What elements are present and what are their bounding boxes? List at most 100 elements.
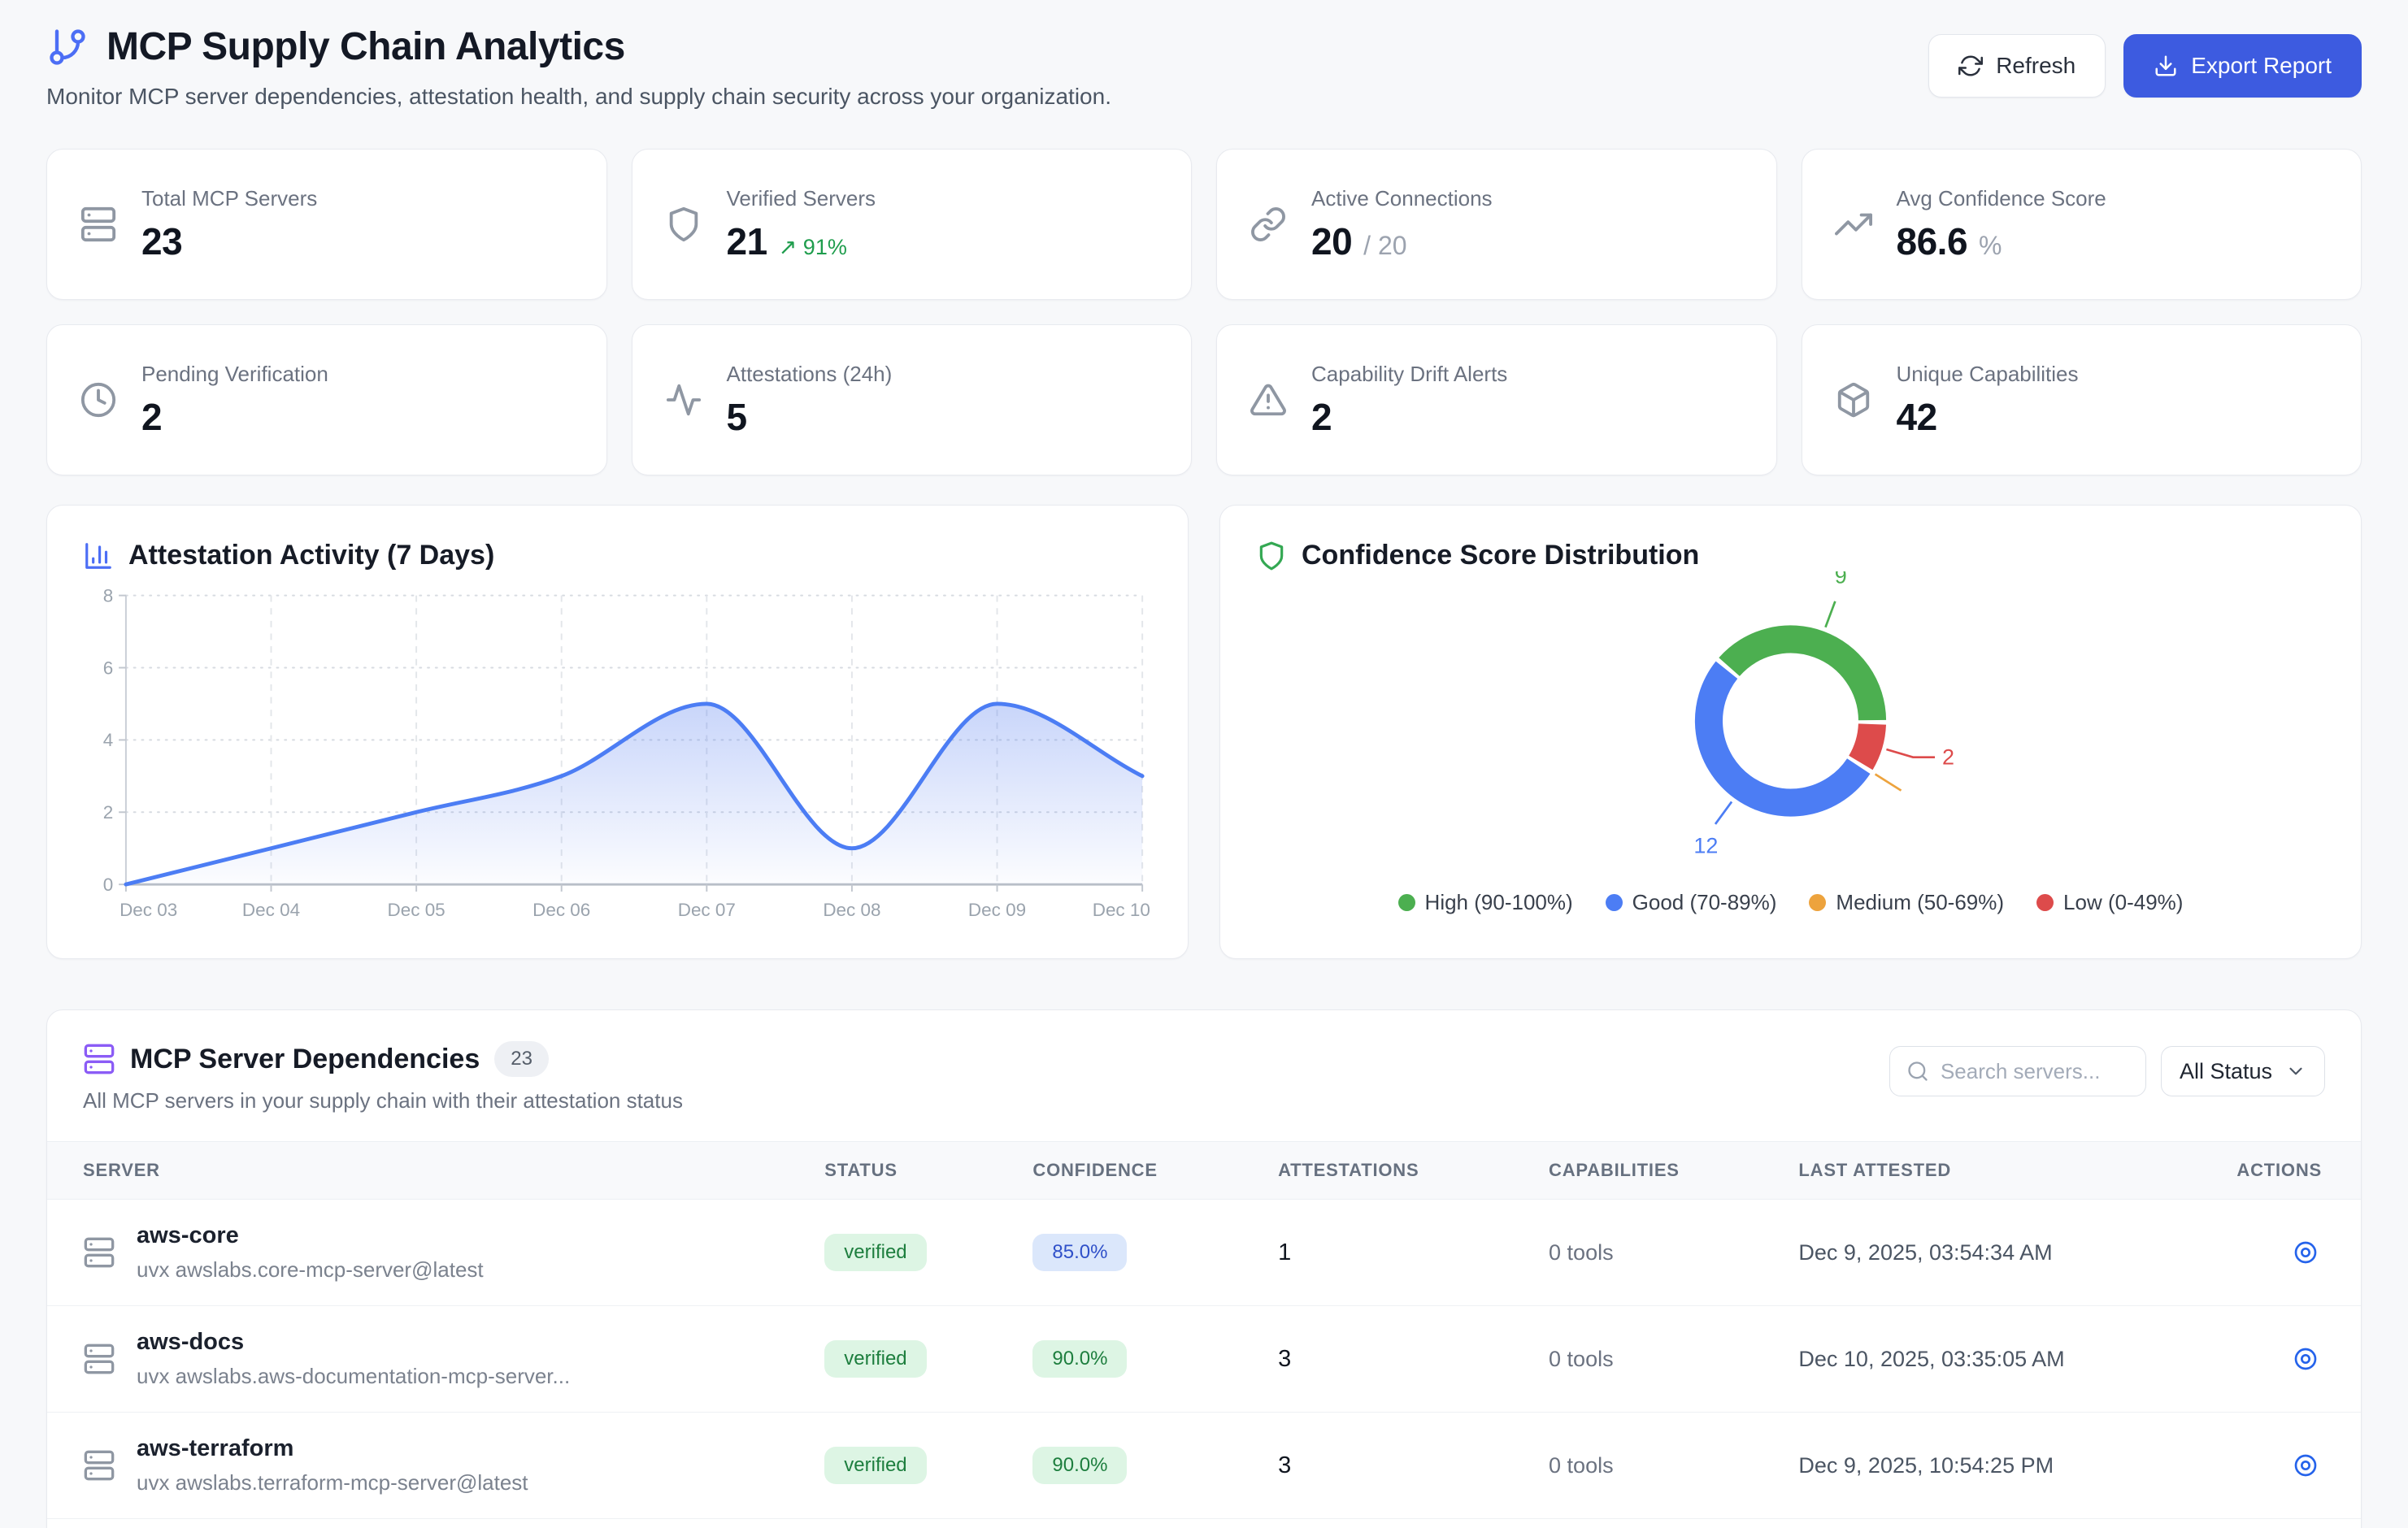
eye-icon: [2293, 1346, 2319, 1372]
legend-item-1[interactable]: Good (70-89%): [1605, 890, 1777, 915]
server-name: aws-terraform: [137, 1435, 294, 1461]
svg-text:Dec 09: Dec 09: [968, 900, 1026, 920]
attestations-count: 3: [1278, 1345, 1292, 1372]
col-server: SERVER: [47, 1141, 825, 1200]
view-details-button[interactable]: [2289, 1449, 2322, 1482]
col-last-attested: LAST ATTESTED: [1798, 1141, 2190, 1200]
server-icon: [83, 1043, 115, 1075]
legend-label: Medium (50-69%): [1836, 890, 2005, 914]
capabilities-count: 0 tools: [1549, 1346, 1614, 1371]
refresh-icon: [1958, 54, 1984, 78]
view-details-button[interactable]: [2289, 1236, 2322, 1269]
stat-value: 42: [1896, 395, 1938, 438]
donut-legend: High (90-100%) Good (70-89%) Medium (50-69…: [1256, 890, 2325, 915]
stat-value: 5: [726, 395, 748, 438]
svg-text:Dec 04: Dec 04: [242, 900, 300, 920]
stat-value: 21: [726, 219, 768, 263]
legend-item-3[interactable]: Low (0-49%): [2036, 890, 2183, 915]
stat-label: Verified Servers: [726, 185, 876, 211]
server-icon: [80, 206, 117, 243]
link-icon: [1250, 206, 1287, 243]
svg-text:Dec 05: Dec 05: [388, 900, 446, 920]
status-badge: verified: [824, 1234, 927, 1271]
clock-icon: [80, 381, 117, 419]
confidence-donut-chart: 9 2 12: [1693, 571, 1954, 858]
last-attested-date: Dec 9, 2025, 10:54:25 PM: [1798, 1452, 2054, 1478]
stat-value: 86.6: [1896, 219, 1968, 263]
server-icon: [83, 1449, 115, 1482]
stat-label: Pending Verification: [141, 361, 328, 386]
server-name: aws-docs: [137, 1329, 245, 1355]
table-subtitle: All MCP servers in your supply chain wit…: [83, 1088, 683, 1113]
legend-item-0[interactable]: High (90-100%): [1397, 890, 1573, 915]
stat-label: Unique Capabilities: [1896, 361, 2079, 386]
view-details-button[interactable]: [2289, 1343, 2322, 1375]
server-dependencies-table: SERVER STATUS CONFIDENCE ATTESTATIONS CA…: [47, 1141, 2361, 1528]
status-filter-value: All Status: [2179, 1058, 2272, 1083]
svg-text:6: 6: [103, 658, 114, 678]
eye-icon: [2293, 1452, 2319, 1478]
stat-label: Avg Confidence Score: [1896, 185, 2106, 211]
chevron-down-icon: [2285, 1061, 2306, 1082]
stat-value: 20: [1311, 219, 1353, 263]
server-count-badge: 23: [494, 1041, 549, 1077]
status-filter-select[interactable]: All Status: [2160, 1046, 2325, 1096]
stat-label: Attestations (24h): [726, 361, 893, 386]
server-dependencies-card: MCP Server Dependencies 23 All MCP serve…: [46, 1009, 2362, 1528]
svg-text:9: 9: [1835, 571, 1847, 588]
eye-icon: [2293, 1239, 2319, 1265]
confidence-distribution-card: Confidence Score Distribution 9 2 12 High …: [1219, 505, 2362, 959]
activity-icon: [665, 381, 702, 419]
col-capabilities: CAPABILITIES: [1549, 1141, 1799, 1200]
table-row: aws-core uvx awslabs.core-mcp-server@late…: [47, 1200, 2361, 1306]
stat-label: Active Connections: [1311, 185, 1493, 211]
last-attested-date: Dec 9, 2025, 03:54:34 AM: [1798, 1239, 2053, 1265]
legend-dot: [2036, 894, 2054, 911]
svg-text:8: 8: [103, 585, 114, 606]
svg-text:12: 12: [1693, 834, 1718, 858]
search-box[interactable]: [1889, 1046, 2146, 1096]
trending-up-icon: [1834, 206, 1872, 243]
package-icon: [1835, 381, 1872, 419]
stat-card-verified-servers: Verified Servers 21 ↗ 91%: [631, 149, 1192, 300]
stat-trend: ↗ 91%: [778, 234, 847, 259]
svg-text:4: 4: [103, 730, 114, 750]
stat-card-unique-capabilities: Unique Capabilities 42: [1801, 324, 2362, 475]
svg-text:2: 2: [103, 802, 114, 823]
page-header: MCP Supply Chain Analytics Monitor MCP s…: [46, 24, 2362, 110]
col-attestations: ATTESTATIONS: [1278, 1141, 1550, 1200]
stat-value: 2: [1311, 395, 1332, 438]
capabilities-count: 0 tools: [1549, 1452, 1614, 1478]
attestation-activity-chart: 0 2 4 6 8 Dec 03 Dec 04 Dec 05 Dec 06 Dec 07 Dec 0…: [103, 585, 1150, 920]
legend-label: High (90-100%): [1424, 890, 1573, 914]
legend-dot: [1809, 894, 1827, 911]
attestations-count: 1: [1278, 1239, 1292, 1265]
page-title: MCP Supply Chain Analytics: [106, 25, 625, 68]
bar-chart-icon: [83, 540, 114, 571]
svg-text:2: 2: [1942, 745, 1954, 770]
stat-card-active-connections: Active Connections 20 / 20: [1216, 149, 1777, 300]
shield-icon: [665, 206, 702, 243]
svg-text:0: 0: [103, 875, 114, 895]
server-icon: [83, 1343, 115, 1375]
svg-text:Dec 06: Dec 06: [532, 900, 590, 920]
export-report-button[interactable]: Export Report: [2123, 34, 2362, 98]
stats-grid: Total MCP Servers 23 Verified Servers 21 ↗ 9…: [46, 149, 2362, 475]
stat-card-avg-confidence-score: Avg Confidence Score 86.6%: [1801, 149, 2362, 300]
svg-text:Dec 10: Dec 10: [1093, 900, 1150, 920]
status-badge: verified: [824, 1340, 927, 1378]
refresh-button[interactable]: Refresh: [1928, 34, 2106, 98]
page-subtitle: Monitor MCP server dependencies, attesta…: [46, 84, 1111, 109]
stat-value: 2: [141, 395, 163, 438]
legend-label: Good (70-89%): [1632, 890, 1777, 914]
stat-card-pending-verification: Pending Verification 2: [46, 324, 607, 475]
confidence-badge: 85.0%: [1032, 1234, 1128, 1271]
attestations-count: 3: [1278, 1452, 1292, 1478]
search-input[interactable]: [1940, 1058, 2129, 1084]
download-icon: [2154, 54, 2178, 78]
col-actions: ACTIONS: [2189, 1141, 2361, 1200]
legend-item-2[interactable]: Medium (50-69%): [1809, 890, 2004, 915]
confidence-badge: 90.0%: [1032, 1447, 1128, 1484]
server-icon: [83, 1236, 115, 1269]
table-row: aws-terraform uvx awslabs.terraform-mcp-s…: [47, 1412, 2361, 1519]
